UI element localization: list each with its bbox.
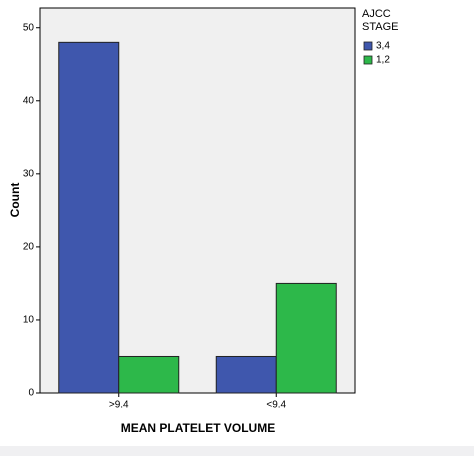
bar [118,355,180,394]
y-tick-label: 10 [23,315,35,326]
y-tick-label: 40 [23,95,35,106]
y-axis-label: Count [8,183,22,218]
legend-swatch [363,55,373,65]
y-tick-label: 30 [23,168,35,179]
x-tick-label: <9.4 [266,400,286,411]
x-axis-label: MEAN PLATELET VOLUME [121,421,275,435]
y-tick-label: 0 [28,388,34,399]
x-tick-label: >9.4 [109,400,129,411]
chart: Count MEAN PLATELET VOLUME 0 10 20 30 40 50 >9… [8,7,390,435]
footer-strip [0,446,474,456]
bar [275,282,337,394]
legend-title: AJCC STAGE [362,8,399,33]
bar [215,355,277,394]
legend-swatch [363,41,373,51]
legend-label: 1,2 [376,55,390,66]
y-tick-label: 50 [23,22,35,33]
y-tick-label: 20 [23,242,35,253]
legend-label: 3,4 [376,41,390,52]
bar [58,41,120,394]
